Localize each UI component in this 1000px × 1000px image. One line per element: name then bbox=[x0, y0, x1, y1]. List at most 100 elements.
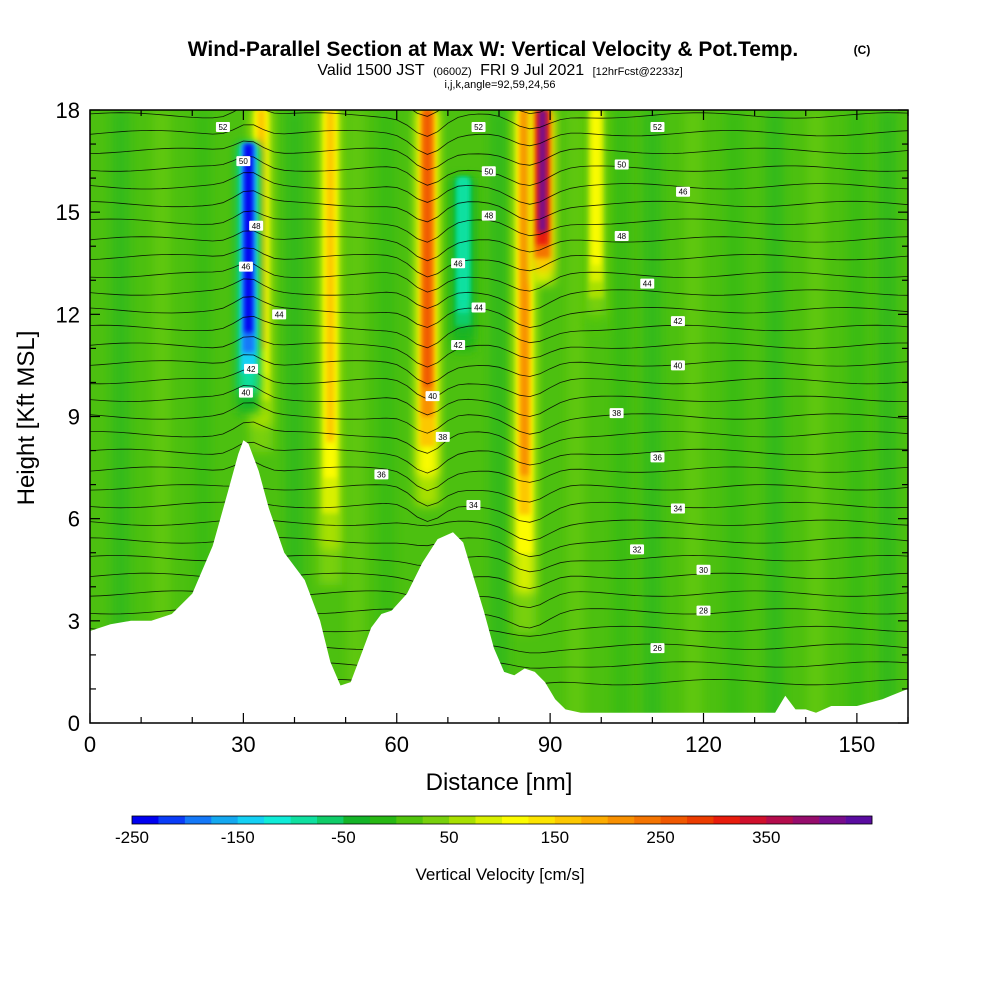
contour-label: 26 bbox=[650, 643, 664, 653]
svg-text:40: 40 bbox=[241, 389, 250, 398]
contour-label: 46 bbox=[451, 258, 465, 268]
colorbar-tick-label: 250 bbox=[646, 828, 674, 847]
contour-label: 46 bbox=[239, 262, 253, 272]
grid-indices: i,j,k,angle=92,59,24,56 bbox=[444, 79, 555, 91]
y-tick-label: 12 bbox=[56, 302, 80, 327]
svg-text:36: 36 bbox=[653, 453, 662, 462]
colorbar-swatch bbox=[819, 816, 846, 824]
updraft-plume bbox=[416, 110, 439, 506]
y-axis-label: Height [Kft MSL] bbox=[13, 331, 40, 506]
colorbar-swatch bbox=[687, 816, 714, 824]
background-streak bbox=[807, 110, 825, 723]
contour-label: 32 bbox=[630, 544, 644, 554]
colorbar-tick-label: -250 bbox=[115, 828, 149, 847]
contour-label: 52 bbox=[650, 122, 664, 132]
contour-label: 34 bbox=[671, 503, 685, 513]
colorbar-swatch bbox=[634, 816, 661, 824]
svg-text:48: 48 bbox=[252, 222, 261, 231]
x-tick-label: 0 bbox=[84, 732, 96, 757]
updraft-plume bbox=[585, 110, 608, 332]
contour-label: 50 bbox=[482, 166, 496, 176]
chart: Wind-Parallel Section at Max W: Vertical… bbox=[0, 0, 1000, 1000]
svg-text:52: 52 bbox=[653, 123, 662, 132]
contour-label: 34 bbox=[466, 500, 480, 510]
x-tick-label: 30 bbox=[231, 732, 255, 757]
colorbar-label: Vertical Velocity [cm/s] bbox=[415, 865, 584, 884]
svg-text:50: 50 bbox=[617, 160, 626, 169]
contour-label: 44 bbox=[640, 279, 654, 289]
colorbar-tick-label: -50 bbox=[331, 828, 356, 847]
svg-text:26: 26 bbox=[653, 644, 662, 653]
svg-text:50: 50 bbox=[484, 167, 493, 176]
contour-label: 48 bbox=[615, 231, 629, 241]
colorbar-swatch bbox=[264, 816, 291, 824]
colorbar-swatch bbox=[158, 816, 185, 824]
svg-text:40: 40 bbox=[428, 392, 437, 401]
contour-label: 36 bbox=[374, 469, 388, 479]
colorbar-tick-label: 50 bbox=[440, 828, 459, 847]
svg-text:38: 38 bbox=[612, 409, 621, 418]
colorbar-tick-label: 350 bbox=[752, 828, 780, 847]
chart-title: Wind-Parallel Section at Max W: Vertical… bbox=[188, 38, 799, 61]
colorbar-swatch bbox=[661, 816, 688, 824]
contour-label: 52 bbox=[472, 122, 486, 132]
svg-text:30: 30 bbox=[699, 566, 708, 575]
contour-label: 50 bbox=[236, 156, 250, 166]
y-tick-label: 9 bbox=[68, 405, 80, 430]
colorbar-swatch bbox=[740, 816, 767, 824]
svg-text:32: 32 bbox=[633, 545, 642, 554]
updraft-core bbox=[539, 110, 547, 232]
contour-label: 46 bbox=[676, 187, 690, 197]
contour-label: 40 bbox=[671, 360, 685, 370]
svg-text:40: 40 bbox=[673, 361, 682, 370]
colorbar-swatch bbox=[132, 816, 159, 824]
colorbar-swatch bbox=[396, 816, 423, 824]
colorbar-swatch bbox=[793, 816, 820, 824]
svg-text:38: 38 bbox=[438, 433, 447, 442]
contour-label: 52 bbox=[216, 122, 230, 132]
contour-label: 42 bbox=[451, 340, 465, 350]
copyright-mark: (C) bbox=[854, 43, 871, 57]
svg-text:52: 52 bbox=[474, 123, 483, 132]
colorbar-swatch bbox=[846, 816, 873, 824]
colorbar-swatch bbox=[370, 816, 397, 824]
svg-text:44: 44 bbox=[474, 304, 483, 313]
contour-label: 48 bbox=[249, 221, 263, 231]
valid-time-line: Valid 1500 JST (0600Z) FRI 9 Jul 2021 [1… bbox=[317, 62, 682, 79]
y-tick-label: 3 bbox=[68, 609, 80, 634]
svg-text:44: 44 bbox=[643, 280, 652, 289]
x-tick-label: 150 bbox=[839, 732, 876, 757]
plot-area: 52 50 48 46 44 42 40 36 52 50 48 46 44 42 40 38 34 52 50 46… bbox=[90, 85, 908, 723]
colorbar-tick-labels: -250 -150 -50 50 150 250 350 bbox=[115, 828, 780, 847]
colorbar-tick-label: -150 bbox=[221, 828, 255, 847]
colorbar-swatch bbox=[502, 816, 529, 824]
background-streak bbox=[567, 110, 585, 723]
svg-text:42: 42 bbox=[673, 317, 682, 326]
contour-label: 44 bbox=[272, 309, 286, 319]
y-tick-label: 0 bbox=[68, 711, 80, 736]
contour-label: 36 bbox=[650, 452, 664, 462]
colorbar-tick-label: 150 bbox=[541, 828, 569, 847]
background-streak bbox=[766, 110, 784, 723]
svg-text:34: 34 bbox=[469, 501, 478, 510]
colorbar-swatch bbox=[608, 816, 635, 824]
background-streak bbox=[643, 110, 661, 723]
forecast-info: [12hrFcst@2233z] bbox=[593, 66, 683, 78]
contour-label: 44 bbox=[472, 303, 486, 313]
colorbar-swatch bbox=[343, 816, 370, 824]
contour-label: 42 bbox=[244, 364, 258, 374]
contour-label: 40 bbox=[426, 391, 440, 401]
updraft-core bbox=[592, 110, 600, 265]
x-tick-label: 60 bbox=[385, 732, 409, 757]
colorbar-swatch bbox=[713, 816, 740, 824]
contour-label: 28 bbox=[697, 606, 711, 616]
valid-date: FRI 9 Jul 2021 bbox=[480, 62, 584, 79]
valid-time-utc: (0600Z) bbox=[433, 66, 472, 78]
downdraft-core bbox=[459, 178, 467, 300]
updraft-plume bbox=[531, 110, 554, 284]
background-streak bbox=[848, 110, 866, 723]
colorbar-swatch bbox=[185, 816, 212, 824]
contour-label: 50 bbox=[615, 159, 629, 169]
colorbar bbox=[132, 816, 872, 824]
svg-text:28: 28 bbox=[699, 607, 708, 616]
